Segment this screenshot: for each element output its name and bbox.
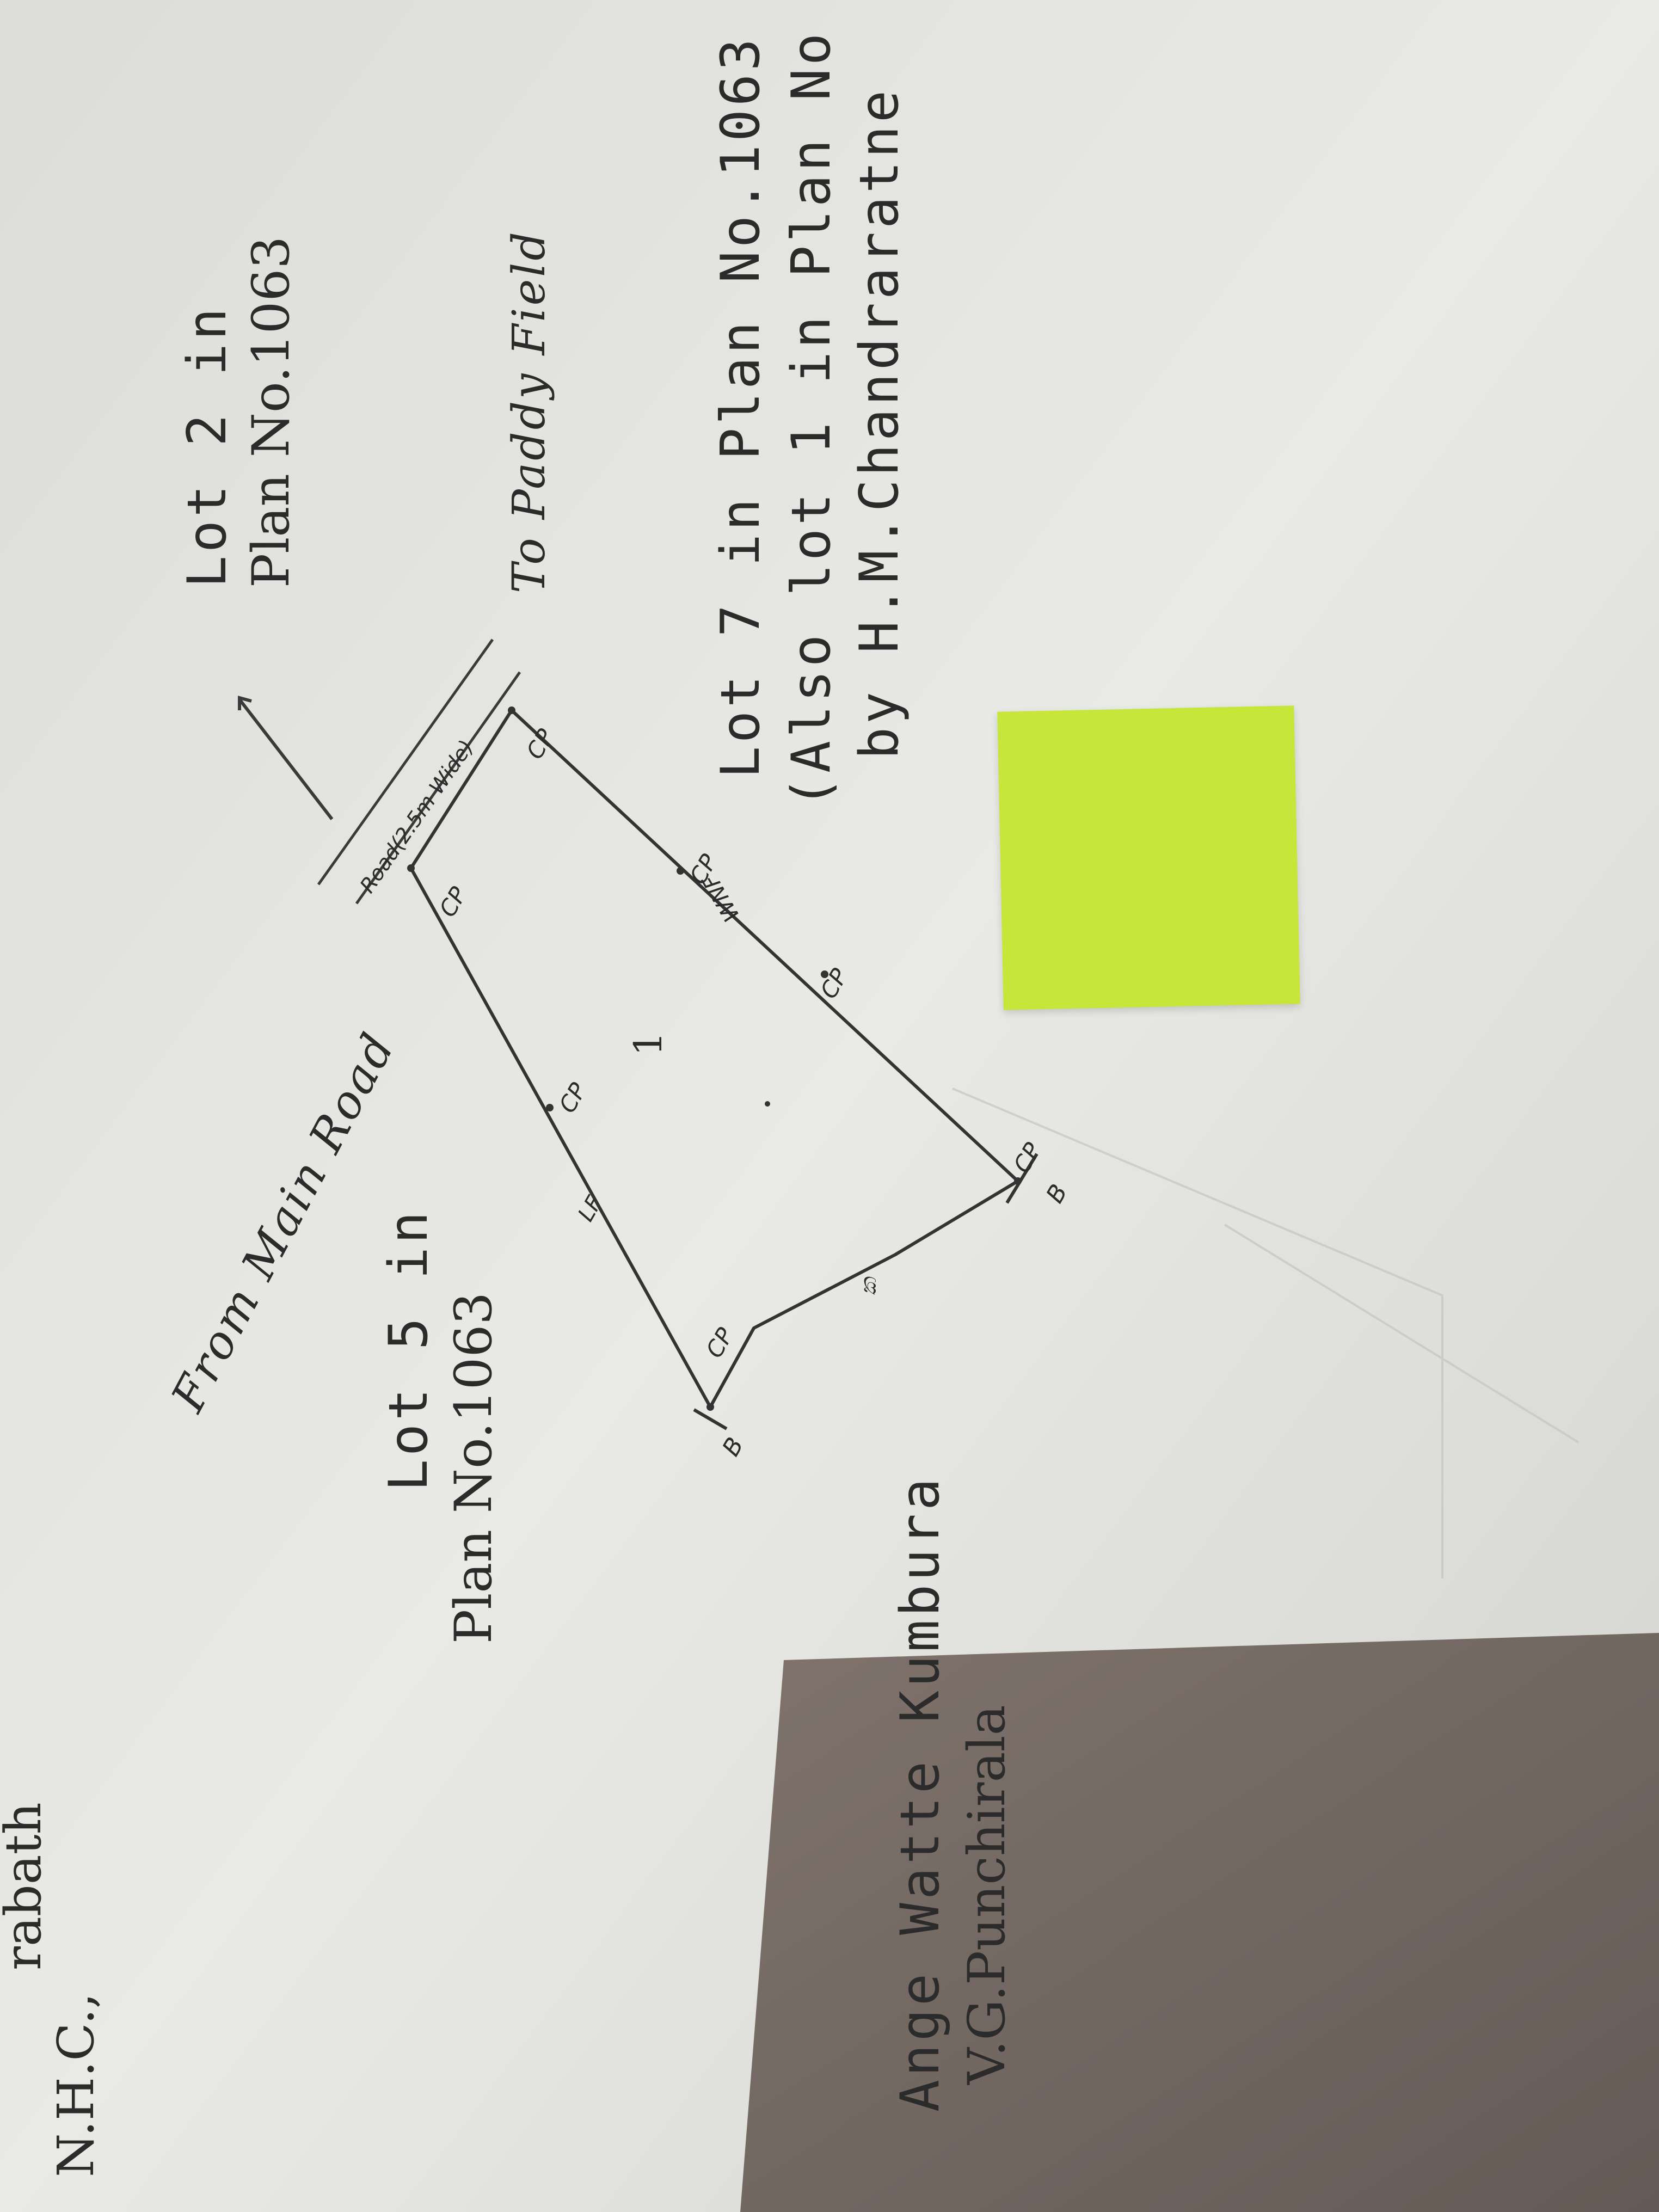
header-nhc: N.H.C., <box>47 1993 105 2177</box>
punchirala-label: V.G.Punchirala <box>957 1705 1017 2085</box>
ange-watte-kumbura-label: Ange Watte Kumbura <box>889 1474 951 2112</box>
lot7-label-line1: Lot 7 in Plan No.1063 <box>710 35 772 778</box>
hand-shadow <box>740 1633 1659 2212</box>
lot5-label-line2: Plan No.1063 <box>444 1292 503 1644</box>
lot2-label-line2: Plan No.1063 <box>242 236 301 588</box>
lot5-label-line1: Lot 5 in <box>378 1208 440 1491</box>
to-paddy-field-label: To Paddy Field <box>503 230 555 593</box>
lot7-label-line3: by H.M.Chandraratne <box>849 87 911 759</box>
sticky-note <box>997 705 1300 1010</box>
sinhala-mark: ක <box>856 1277 881 1295</box>
lot-number: 1 <box>626 1031 671 1056</box>
access-road <box>317 638 521 905</box>
lot2-label-line1: Lot 2 in <box>176 304 238 588</box>
lot7-label-line2: (Also lot 1 in Plan No <box>781 29 843 808</box>
header-cut-text: rabath <box>0 1802 52 1970</box>
arrow-to-lot2 <box>238 696 334 820</box>
